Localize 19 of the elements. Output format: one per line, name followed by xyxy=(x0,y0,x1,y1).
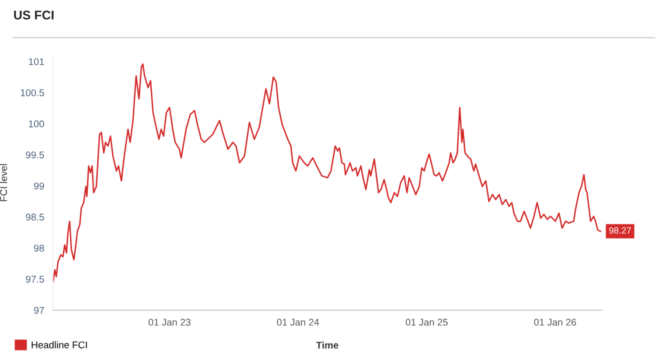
annotation: 98.27 xyxy=(609,227,631,234)
y-tick-label: 98 xyxy=(34,244,44,252)
y-tick-label: 99.5 xyxy=(26,151,44,158)
y-tick-label: 100 xyxy=(28,120,44,128)
legend-label: Headline FCI xyxy=(32,341,87,348)
x-tick-label: 01 Jan 23 xyxy=(148,318,190,326)
chart-title: US FCI xyxy=(14,10,54,20)
y-axis-title: FCI level xyxy=(0,164,8,202)
x-tick-label: 01 Jan 24 xyxy=(276,318,320,326)
line-series xyxy=(52,63,602,282)
y-tick-label: 98.5 xyxy=(26,214,44,221)
x-tick-label: 01 Jan 25 xyxy=(406,318,448,326)
y-tick-label: 99 xyxy=(34,182,44,190)
y-tick-label: 97.5 xyxy=(26,276,44,283)
y-tick-label: 101 xyxy=(28,58,44,66)
x-tick-label: 01 Jan 26 xyxy=(534,318,576,326)
x-axis-title: Time xyxy=(316,341,338,349)
y-tick-label: 100.5 xyxy=(20,89,44,96)
y-tick-label: 97 xyxy=(34,306,44,314)
